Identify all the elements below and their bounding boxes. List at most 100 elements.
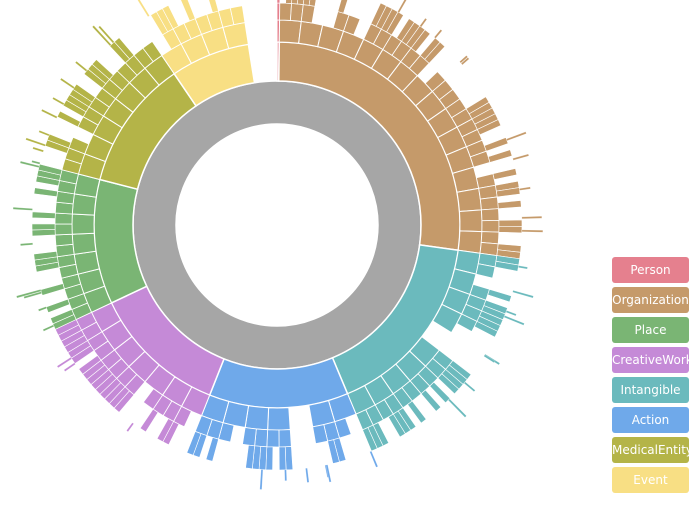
sunburst-arc-place-leaf[interactable] (20, 242, 33, 246)
sunburst-arc-medicalentity-child[interactable] (46, 133, 72, 149)
sunburst-arc-organization-child[interactable] (492, 168, 518, 180)
legend-item-place[interactable]: Place (612, 317, 689, 343)
sunburst-arc-organization-child[interactable] (308, 0, 319, 7)
sunburst-arc-medicalentity-child[interactable] (91, 59, 114, 80)
sunburst-arc-intangible-child[interactable] (362, 427, 378, 452)
sunburst-arc-action-child[interactable] (242, 427, 257, 447)
legend-item-action[interactable]: Action (612, 407, 689, 433)
sunburst-arc-place-leaf[interactable] (20, 161, 40, 168)
sunburst-arc-organization-leaf[interactable] (461, 57, 470, 65)
sunburst-arc-organization-child[interactable] (498, 219, 523, 227)
sunburst-arc-action-child[interactable] (284, 446, 294, 471)
sunburst-arc-place-child[interactable] (33, 251, 58, 261)
sunburst-arc-intangible-leaf[interactable] (483, 354, 496, 363)
legend-item-intangible[interactable]: Intangible (612, 377, 689, 403)
sunburst-arc-place-leaf[interactable] (31, 160, 41, 165)
sunburst-arc-organization-child[interactable] (337, 0, 351, 14)
sunburst-arc-organization-child[interactable] (498, 225, 523, 234)
sunburst-arc-action-leaf[interactable] (259, 469, 264, 490)
sunburst-arc-place-child[interactable] (40, 283, 65, 296)
sunburst-arc-intangible-child[interactable] (475, 263, 496, 279)
sunburst-arc-organization-child[interactable] (479, 196, 499, 211)
sunburst-arc-event-leaf[interactable] (137, 0, 150, 17)
sunburst-arc-event-child[interactable] (180, 0, 196, 22)
sunburst-arc-event-child[interactable] (161, 5, 179, 30)
sunburst-arc-intangible-leaf[interactable] (518, 265, 528, 270)
sunburst-arc-place-child[interactable] (71, 213, 95, 235)
sunburst-arc-action-child[interactable] (267, 407, 291, 431)
sunburst-arc-organization-child[interactable] (497, 200, 522, 209)
sunburst-arc-organization-child[interactable] (469, 150, 491, 168)
sunburst-arc-organization-child[interactable] (481, 219, 500, 233)
sunburst-arc-action-leaf[interactable] (325, 464, 332, 483)
sunburst-arc-creativework-leaf[interactable] (63, 362, 76, 372)
sunburst-arc-medicalentity-leaf[interactable] (75, 61, 88, 72)
sunburst-arc-action-child[interactable] (278, 429, 292, 448)
sunburst-arc-action-child[interactable] (205, 437, 219, 462)
sunburst-arc-organization-child[interactable] (278, 19, 302, 44)
sunburst-arc-action-child[interactable] (245, 444, 255, 470)
sunburst-arc-action-child[interactable] (244, 405, 270, 431)
sunburst-arc-creativework-child[interactable] (156, 418, 174, 443)
legend-item-organization[interactable]: Organization (612, 287, 689, 313)
sunburst-arc-creativework-leaf[interactable] (56, 357, 72, 368)
sunburst-arc-intangible-child[interactable] (474, 321, 499, 338)
sunburst-arc-intangible-leaf[interactable] (512, 290, 534, 299)
sunburst-arc-medicalentity-leaf[interactable] (92, 25, 112, 46)
sunburst-arc-organization-child[interactable] (343, 14, 361, 36)
sunburst-arc-creativework-child[interactable] (78, 355, 102, 375)
sunburst-arc-place-leaf[interactable] (16, 289, 42, 299)
sunburst-arc-organization-child[interactable] (410, 29, 431, 53)
legend-item-event[interactable]: Event (612, 467, 689, 493)
sunburst-arc-place-child[interactable] (54, 212, 73, 225)
sunburst-arc-organization-leaf[interactable] (506, 131, 527, 141)
sunburst-arc-place-leaf[interactable] (12, 207, 33, 211)
sunburst-arc-place-child[interactable] (50, 309, 75, 325)
sunburst-arc-place-child[interactable] (31, 223, 56, 231)
sunburst-arc-action-child[interactable] (186, 431, 202, 456)
sunburst-arc-place-child[interactable] (54, 233, 74, 247)
sunburst-arc-action-child[interactable] (327, 439, 340, 464)
sunburst-arc-place-child[interactable] (71, 232, 97, 255)
sunburst-arc-intangible-child[interactable] (420, 389, 442, 412)
sunburst-arc-organization-child[interactable] (279, 2, 292, 21)
sunburst-arc-place-child[interactable] (55, 243, 75, 258)
sunburst-arc-organization-child[interactable] (300, 4, 316, 24)
sunburst-arc-organization-leaf[interactable] (512, 153, 529, 161)
sunburst-arc-medicalentity-leaf[interactable] (25, 137, 46, 147)
sunburst-arc-medicalentity-leaf[interactable] (52, 97, 65, 106)
sunburst-arc-intangible-child[interactable] (387, 413, 406, 438)
legend-item-creativework[interactable]: CreativeWork (612, 347, 689, 373)
sunburst-arc-organization-child[interactable] (457, 230, 483, 254)
legend-item-medicalentity[interactable]: MedicalEntity (612, 437, 689, 463)
sunburst-arc-action-leaf[interactable] (305, 468, 310, 483)
sunburst-arc-medicalentity-leaf[interactable] (32, 146, 44, 153)
sunburst-root-arc[interactable] (132, 80, 422, 370)
sunburst-arc-creativework-child[interactable] (142, 388, 164, 410)
sunburst-arc-event-child[interactable] (229, 5, 246, 26)
sunburst-arc-organization-leaf[interactable] (521, 216, 542, 219)
sunburst-arc-organization-child[interactable] (483, 137, 509, 152)
sunburst-arc-intangible-leaf[interactable] (503, 315, 525, 326)
sunburst-arc-organization-child[interactable] (481, 208, 500, 222)
sunburst-arc-medicalentity-child[interactable] (56, 110, 81, 128)
sunburst-arc-medicalentity-leaf[interactable] (98, 25, 115, 44)
sunburst-arc-organization-leaf[interactable] (519, 186, 531, 191)
sunburst-arc-organization-child[interactable] (424, 41, 446, 64)
sunburst-arc-organization-child[interactable] (476, 119, 502, 136)
sunburst-arc-place-child[interactable] (33, 187, 58, 198)
sunburst-arc-place-leaf[interactable] (23, 291, 42, 299)
sunburst-arc-creativework-child[interactable] (139, 408, 159, 433)
sunburst-arc-event-child[interactable] (206, 0, 219, 13)
sunburst-arc-action-child[interactable] (254, 428, 269, 448)
sunburst-arc-action-child[interactable] (312, 424, 329, 445)
sunburst-arc-place-leaf[interactable] (38, 306, 47, 312)
sunburst-arc-organization-child[interactable] (458, 209, 483, 233)
sunburst-arc-intangible-child[interactable] (437, 373, 460, 395)
sunburst-arc-medicalentity-child[interactable] (113, 37, 135, 60)
sunburst-arc-organization-leaf[interactable] (397, 0, 411, 13)
sunburst-arc-intangible-child[interactable] (487, 288, 512, 303)
sunburst-arc-intangible-leaf[interactable] (463, 381, 476, 392)
sunburst-arc-action-leaf[interactable] (284, 469, 287, 481)
sunburst-arc-place-leaf[interactable] (42, 324, 55, 332)
